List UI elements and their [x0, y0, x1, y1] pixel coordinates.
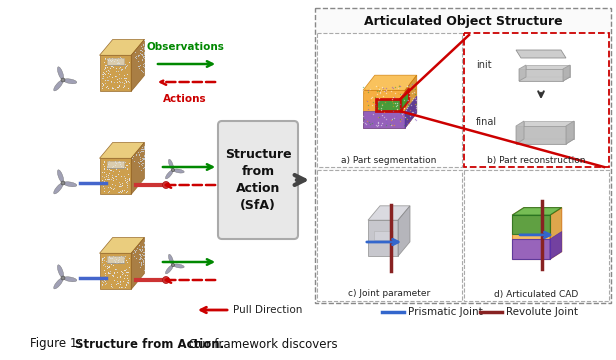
Polygon shape — [550, 231, 562, 259]
Polygon shape — [519, 65, 526, 81]
Text: Observations: Observations — [146, 42, 224, 52]
Polygon shape — [131, 143, 144, 194]
Polygon shape — [405, 96, 417, 128]
Polygon shape — [363, 90, 405, 128]
Polygon shape — [519, 77, 570, 81]
Polygon shape — [131, 238, 144, 289]
Text: Figure 1:: Figure 1: — [30, 338, 85, 351]
Bar — [317, 33, 462, 167]
Polygon shape — [519, 69, 563, 81]
Circle shape — [163, 181, 169, 189]
Bar — [100, 253, 131, 289]
Text: Our framework discovers: Our framework discovers — [185, 338, 338, 351]
Polygon shape — [376, 99, 401, 111]
Polygon shape — [363, 75, 417, 90]
Ellipse shape — [57, 170, 63, 183]
Polygon shape — [516, 139, 574, 144]
Bar — [107, 256, 124, 264]
Polygon shape — [512, 208, 562, 215]
Circle shape — [163, 276, 169, 284]
Polygon shape — [131, 40, 144, 91]
Polygon shape — [524, 121, 574, 139]
Text: init: init — [476, 60, 492, 70]
Text: Prismatic Joint: Prismatic Joint — [408, 307, 483, 317]
Text: Revolute Joint: Revolute Joint — [506, 307, 578, 317]
Bar — [317, 170, 462, 301]
Text: d) Articulated CAD: d) Articulated CAD — [494, 289, 578, 298]
Polygon shape — [100, 143, 144, 158]
Polygon shape — [516, 121, 524, 144]
Bar — [512, 215, 550, 234]
Polygon shape — [516, 126, 566, 144]
Bar — [464, 33, 609, 167]
Ellipse shape — [173, 169, 184, 173]
Circle shape — [61, 78, 65, 82]
Polygon shape — [550, 208, 562, 259]
Bar — [315, 8, 611, 303]
Text: c) Joint parameter: c) Joint parameter — [348, 289, 430, 298]
FancyBboxPatch shape — [218, 121, 298, 239]
Ellipse shape — [54, 183, 63, 194]
Polygon shape — [100, 238, 144, 253]
Ellipse shape — [63, 277, 77, 282]
Bar — [512, 239, 550, 259]
Bar — [368, 220, 398, 256]
Polygon shape — [566, 121, 574, 144]
Polygon shape — [563, 65, 570, 81]
Circle shape — [171, 264, 174, 266]
Text: Structure
from
Action
(SfA): Structure from Action (SfA) — [225, 148, 291, 212]
Ellipse shape — [168, 159, 174, 170]
Text: b) Part reconstruction: b) Part reconstruction — [487, 156, 585, 165]
Polygon shape — [516, 50, 566, 58]
Bar — [512, 215, 550, 259]
Text: final: final — [476, 117, 497, 127]
Bar — [374, 231, 393, 240]
Ellipse shape — [54, 80, 63, 91]
Ellipse shape — [57, 67, 63, 80]
Polygon shape — [363, 111, 405, 128]
Ellipse shape — [166, 265, 173, 274]
Bar — [107, 58, 124, 66]
Bar — [100, 158, 131, 194]
Text: Articulated Object Structure: Articulated Object Structure — [363, 14, 562, 27]
Text: Structure from Action.: Structure from Action. — [75, 338, 224, 351]
Text: a) Part segmentation: a) Part segmentation — [341, 156, 437, 165]
Ellipse shape — [173, 264, 184, 268]
Polygon shape — [526, 65, 570, 77]
Polygon shape — [405, 75, 417, 128]
Polygon shape — [100, 40, 144, 55]
Ellipse shape — [63, 79, 77, 84]
Ellipse shape — [168, 254, 174, 265]
Circle shape — [61, 181, 65, 185]
Polygon shape — [401, 88, 409, 111]
Ellipse shape — [63, 182, 77, 187]
Circle shape — [61, 276, 65, 280]
Text: Pull Direction: Pull Direction — [233, 305, 302, 315]
Polygon shape — [368, 206, 410, 220]
Bar — [464, 170, 609, 301]
Ellipse shape — [54, 278, 63, 289]
Polygon shape — [398, 206, 410, 256]
Bar — [100, 55, 131, 91]
Ellipse shape — [57, 265, 63, 278]
Bar — [107, 161, 124, 168]
Ellipse shape — [166, 170, 173, 179]
Polygon shape — [512, 208, 562, 215]
Text: Actions: Actions — [163, 94, 207, 104]
Circle shape — [171, 168, 174, 172]
